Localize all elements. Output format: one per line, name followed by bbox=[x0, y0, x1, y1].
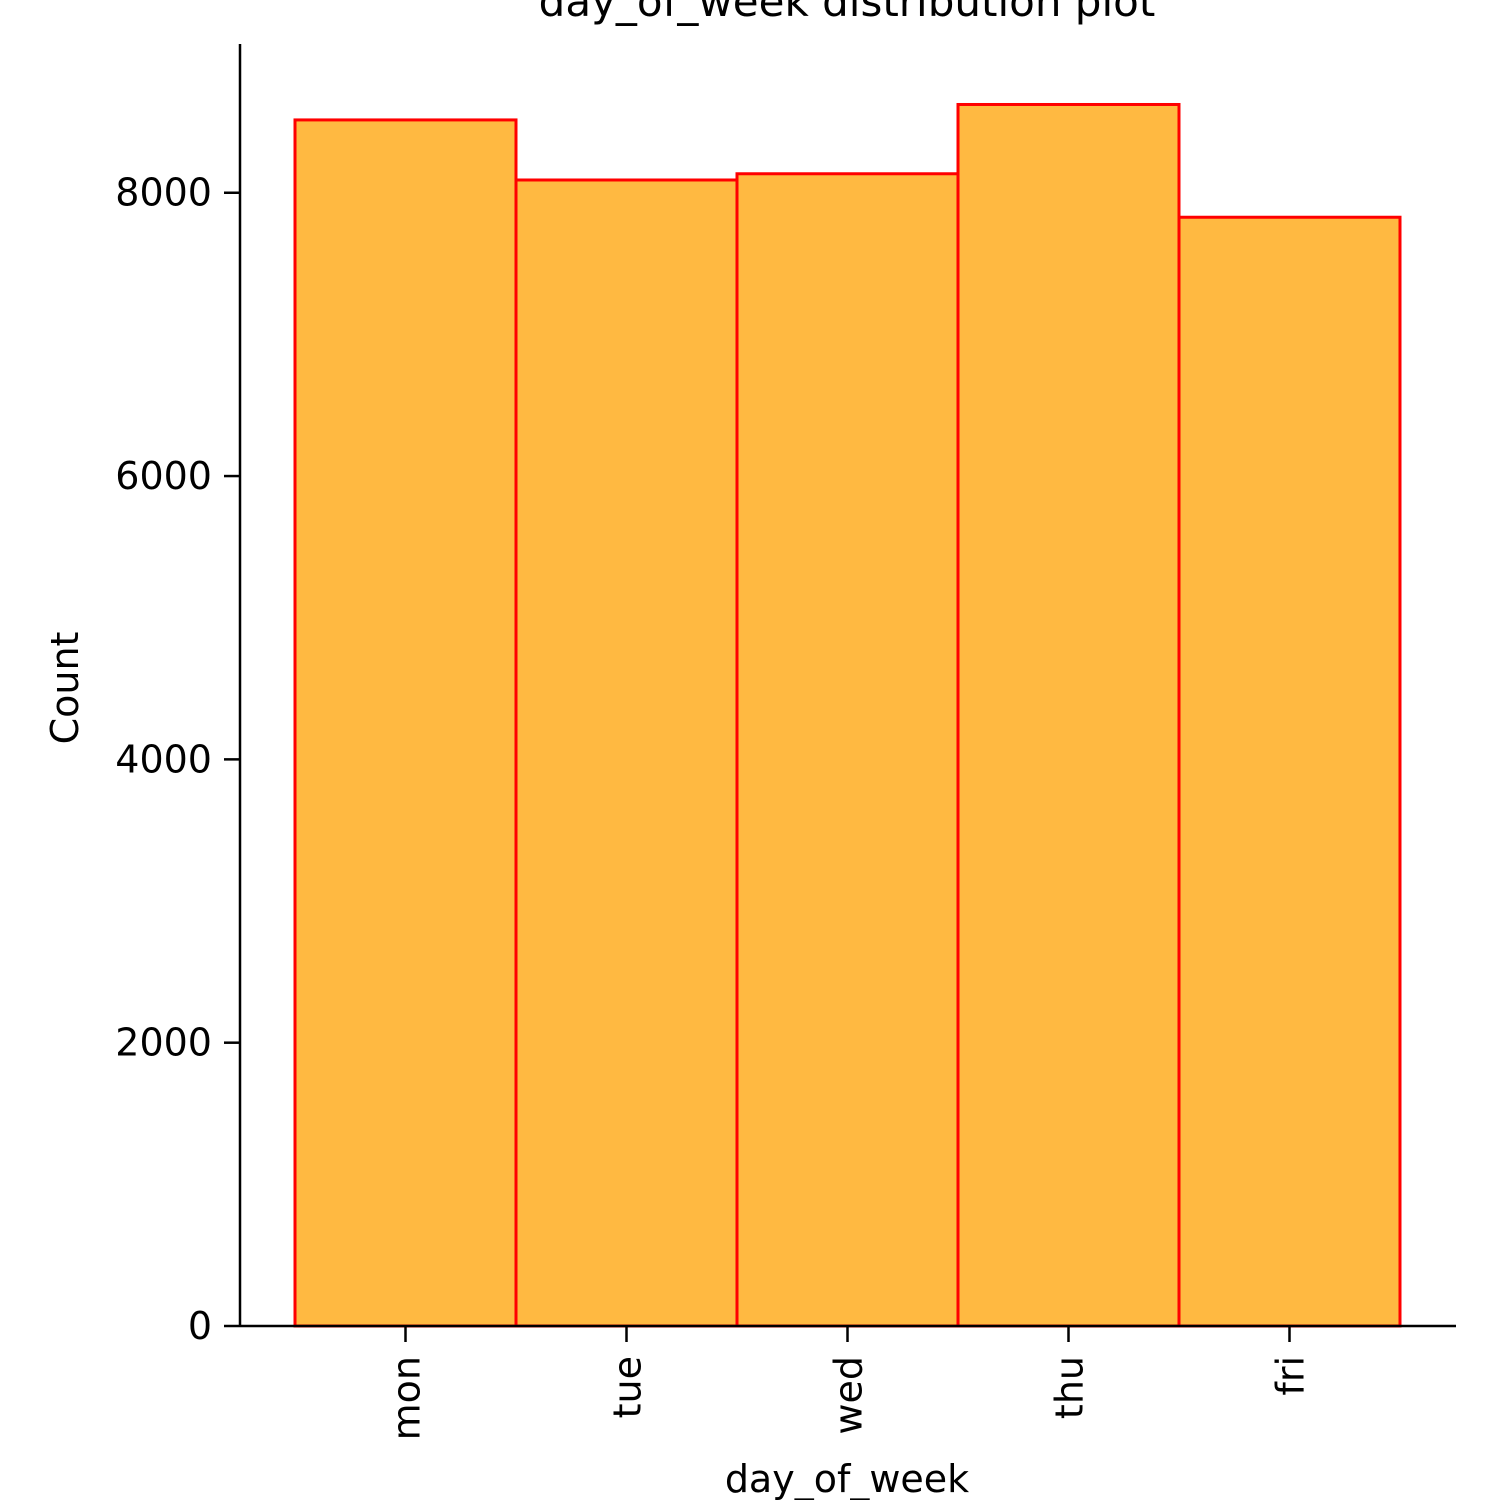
x-tick-label-wed: wed bbox=[827, 1356, 871, 1435]
bar-tue bbox=[514, 178, 739, 1328]
x-tick-label-tue: tue bbox=[606, 1356, 650, 1418]
x-axis-label: day_of_week bbox=[725, 1457, 969, 1500]
bar-mon bbox=[293, 118, 518, 1328]
y-tick-label: 6000 bbox=[115, 454, 212, 498]
x-ticks-group: mon tue wed thu fri bbox=[385, 1326, 1313, 1440]
y-axis-label: Count bbox=[43, 632, 87, 745]
x-tick-label-fri: fri bbox=[1269, 1356, 1313, 1396]
y-tick-label: 8000 bbox=[115, 171, 212, 215]
bar-thu bbox=[956, 102, 1181, 1328]
y-tick-label: 4000 bbox=[115, 737, 212, 781]
bar-fri bbox=[1177, 215, 1402, 1328]
chart-title: day_of_week distribution plot bbox=[539, 0, 1156, 26]
y-ticks-group: 0 2000 4000 6000 8000 bbox=[115, 171, 240, 1348]
x-tick-label-mon: mon bbox=[385, 1356, 429, 1440]
x-tick-label-thu: thu bbox=[1048, 1356, 1092, 1419]
bar-wed bbox=[735, 172, 960, 1328]
y-tick-label: 0 bbox=[188, 1304, 212, 1348]
y-tick-label: 2000 bbox=[115, 1021, 212, 1065]
bars-group bbox=[293, 102, 1402, 1328]
